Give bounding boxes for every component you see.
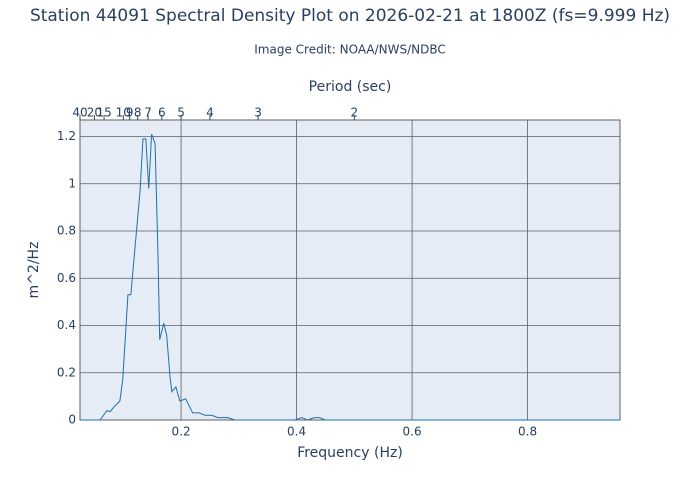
- top-tick-label: 6: [158, 106, 166, 120]
- top-tick-label: 20: [87, 106, 102, 120]
- y-tick-label: 0.2: [57, 365, 76, 379]
- y-tick-label: 1.2: [57, 129, 76, 143]
- spectrum-line: [80, 133, 620, 421]
- x-tick-label: 0.2: [172, 425, 191, 439]
- top-tick-label: 3: [254, 106, 262, 120]
- y-tick-label: 0.6: [57, 271, 76, 285]
- y-axis-title: m^2/Hz: [26, 242, 42, 299]
- y-tick-label: 0.8: [57, 224, 76, 238]
- y-tick-label: 1: [68, 176, 76, 190]
- top-tick-label: 2: [351, 106, 359, 120]
- top-tick-label: 40: [72, 106, 87, 120]
- x-axis-title: Frequency (Hz): [297, 445, 403, 461]
- plot-area: [79, 119, 621, 421]
- top-tick-label: 4: [206, 106, 214, 120]
- top-tick-label: 10: [116, 106, 131, 120]
- y-tick-label: 0.4: [57, 318, 76, 332]
- y-tick-label: 0: [68, 413, 76, 427]
- top-tick-label: 8: [134, 106, 142, 120]
- top-tick-label: 15: [96, 106, 111, 120]
- x-tick-label: 0.4: [287, 425, 306, 439]
- top-tick-label: 9: [126, 106, 134, 120]
- x-tick-label: 0.6: [403, 425, 422, 439]
- chart-subtitle: Image Credit: NOAA/NWS/NDBC: [254, 43, 445, 57]
- x-tick-label: 0.8: [518, 425, 537, 439]
- top-tick-label: 7: [144, 106, 152, 120]
- chart-title: Station 44091 Spectral Density Plot on 2…: [30, 6, 670, 26]
- top-axis-title: Period (sec): [309, 79, 392, 95]
- top-tick-label: 5: [177, 106, 185, 120]
